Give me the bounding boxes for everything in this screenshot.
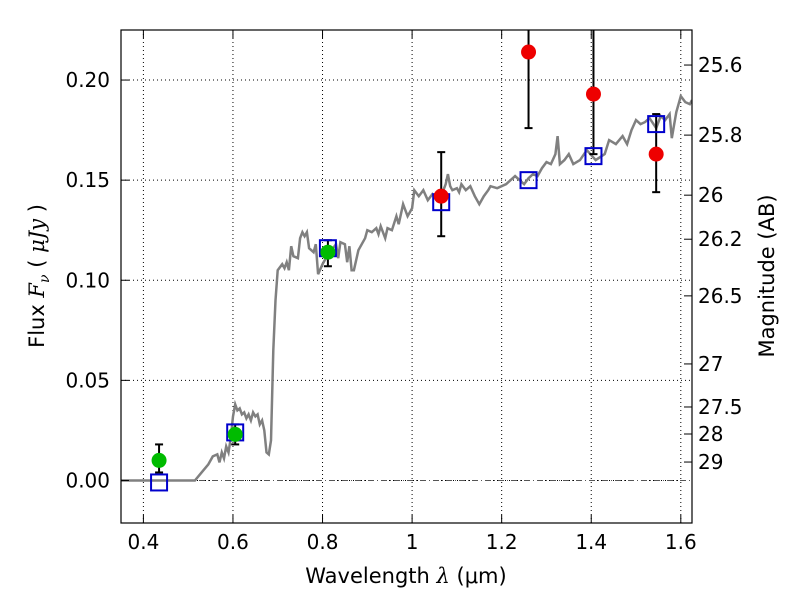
magnitude-axis-title: Magnitude (AB)	[755, 194, 779, 357]
model-box	[584, 147, 603, 166]
x-tick-label: 1.2	[486, 530, 518, 554]
magnitude-tick-label: 26.2	[698, 227, 743, 251]
magnitude-tick-labels: 25.6 25.8 26 26.2 26.5 27 27.5 28 29	[698, 53, 743, 474]
model-box	[647, 115, 666, 134]
y-tick-label: 0.10	[65, 268, 110, 292]
x-tick-label: 0.8	[307, 530, 339, 554]
magnitude-tick-label: 29	[698, 450, 723, 474]
model-sed-curve	[121, 93, 692, 482]
observed-photometry-points	[151, 44, 664, 468]
x-tick-label: 1.6	[665, 530, 697, 554]
x-tick-label: 1	[406, 530, 419, 554]
x-axis-title: Wavelength λ (μm)	[305, 564, 506, 588]
y-tick-label: 0.15	[65, 168, 110, 192]
magnitude-tick-label: 26	[698, 183, 723, 207]
data-point	[585, 86, 601, 102]
data-point	[151, 452, 167, 468]
plot-frame	[120, 29, 693, 524]
axis-ticks	[121, 30, 692, 523]
y-tick-labels: 0.00 0.05 0.10 0.15 0.20	[65, 68, 110, 492]
magnitude-tick-label: 27	[698, 352, 723, 376]
y-tick-label: 0.00	[65, 468, 110, 492]
magnitude-tick-label: 28	[698, 422, 723, 446]
data-point	[320, 244, 336, 260]
magnitude-tick-label: 27.5	[698, 395, 743, 419]
grid-lines	[121, 30, 692, 523]
data-point	[227, 426, 243, 442]
y-tick-label: 0.05	[65, 368, 110, 392]
magnitude-tick-label: 25.6	[698, 53, 743, 77]
x-tick-label: 0.4	[127, 530, 159, 554]
model-photometry-squares	[150, 115, 666, 492]
x-tick-labels: 0.4 0.6 0.8 1 1.2 1.4 1.6	[127, 530, 696, 554]
data-point	[648, 146, 664, 162]
y-axis-title: Flux Fν ( μJy )	[25, 204, 53, 348]
magnitude-tick-label: 26.5	[698, 284, 743, 308]
x-tick-label: 0.6	[217, 530, 249, 554]
data-point	[521, 44, 537, 60]
magnitude-tick-label: 25.8	[698, 123, 743, 147]
error-bars	[155, 30, 661, 474]
model-box	[150, 473, 169, 492]
model-box	[519, 171, 538, 190]
data-point	[433, 188, 449, 204]
x-tick-label: 1.4	[575, 530, 607, 554]
y-tick-label: 0.20	[65, 68, 110, 92]
